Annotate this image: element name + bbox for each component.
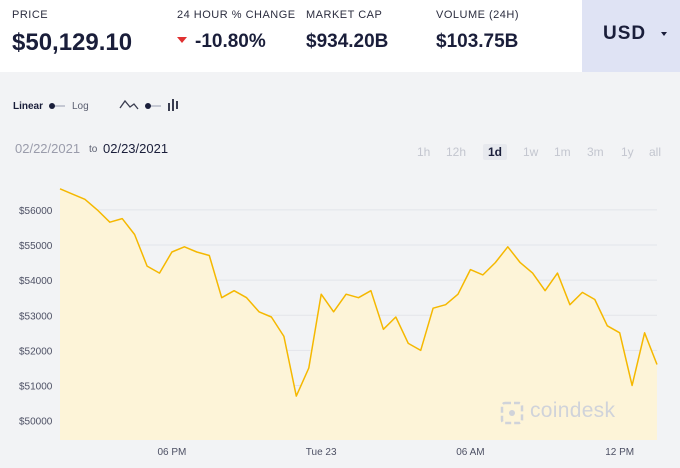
scale-toggle[interactable] xyxy=(49,103,65,109)
volume-stat: VOLUME (24H) $103.75B xyxy=(436,9,519,53)
y-tick-label: $52000 xyxy=(19,346,53,357)
volume-label: VOLUME (24H) xyxy=(436,9,520,21)
currency-value: USD xyxy=(603,23,647,44)
caret-down-icon xyxy=(177,36,187,43)
date-to-word: to xyxy=(89,144,98,155)
watermark-text: coindesk xyxy=(530,399,616,422)
x-tick-label: 06 PM xyxy=(157,447,186,458)
date-to[interactable]: 02/23/2021 xyxy=(103,141,169,156)
y-tick-label: $54000 xyxy=(19,276,53,287)
market-cap-stat: MARKET CAP $934.20B xyxy=(306,9,388,53)
linear-scale-option[interactable]: Linear xyxy=(13,101,44,112)
y-tick-label: $53000 xyxy=(19,311,53,322)
range-1y[interactable]: 1y xyxy=(621,145,634,159)
range-1h[interactable]: 1h xyxy=(417,145,431,159)
range-all[interactable]: all xyxy=(649,145,662,159)
y-tick-label: $50000 xyxy=(19,417,53,428)
change-stat: 24 HOUR % CHANGE -10.80% xyxy=(177,9,296,53)
chevron-down-icon xyxy=(661,32,667,36)
coindesk-logo-icon xyxy=(500,401,524,425)
price-chart[interactable]: $56000 $55000 $54000 $53000 $52000 $51000 $500… xyxy=(0,170,680,468)
price-line xyxy=(59,188,658,397)
price-area-fill xyxy=(60,188,657,440)
stats-bar: PRICE $50,129.10 24 HOUR % CHANGE -10.80… xyxy=(0,0,680,72)
range-1m[interactable]: 1m xyxy=(554,145,571,159)
log-scale-option[interactable]: Log xyxy=(72,101,89,112)
line-chart-icon[interactable] xyxy=(119,98,139,112)
range-1d[interactable]: 1d xyxy=(483,144,508,160)
change-label: 24 HOUR % CHANGE xyxy=(177,9,296,21)
x-tick-label: 06 AM xyxy=(456,447,484,458)
y-tick-label: $56000 xyxy=(19,206,53,217)
range-3m[interactable]: 3m xyxy=(587,145,604,159)
x-tick-label: Tue 23 xyxy=(306,447,337,458)
range-1w[interactable]: 1w xyxy=(523,145,539,159)
chart-type-toggle[interactable] xyxy=(145,103,161,109)
currency-dropdown[interactable]: USD xyxy=(582,0,680,72)
price-label: PRICE xyxy=(12,9,49,21)
y-tick-label: $55000 xyxy=(19,241,53,252)
change-value: -10.80% xyxy=(195,31,266,52)
date-from[interactable]: 02/22/2021 xyxy=(15,141,81,156)
price-value: $50,129.10 xyxy=(12,29,133,56)
change-value-row: -10.80% xyxy=(177,31,296,53)
x-tick-label: 12 PM xyxy=(605,447,634,458)
range-12h[interactable]: 12h xyxy=(446,145,467,159)
market-cap-label: MARKET CAP xyxy=(306,9,383,21)
candlestick-chart-icon[interactable] xyxy=(167,98,181,112)
market-cap-value: $934.20B xyxy=(306,31,389,52)
y-tick-label: $51000 xyxy=(19,382,53,393)
price-stat: PRICE $50,129.10 xyxy=(12,9,132,57)
volume-value: $103.75B xyxy=(436,31,519,52)
